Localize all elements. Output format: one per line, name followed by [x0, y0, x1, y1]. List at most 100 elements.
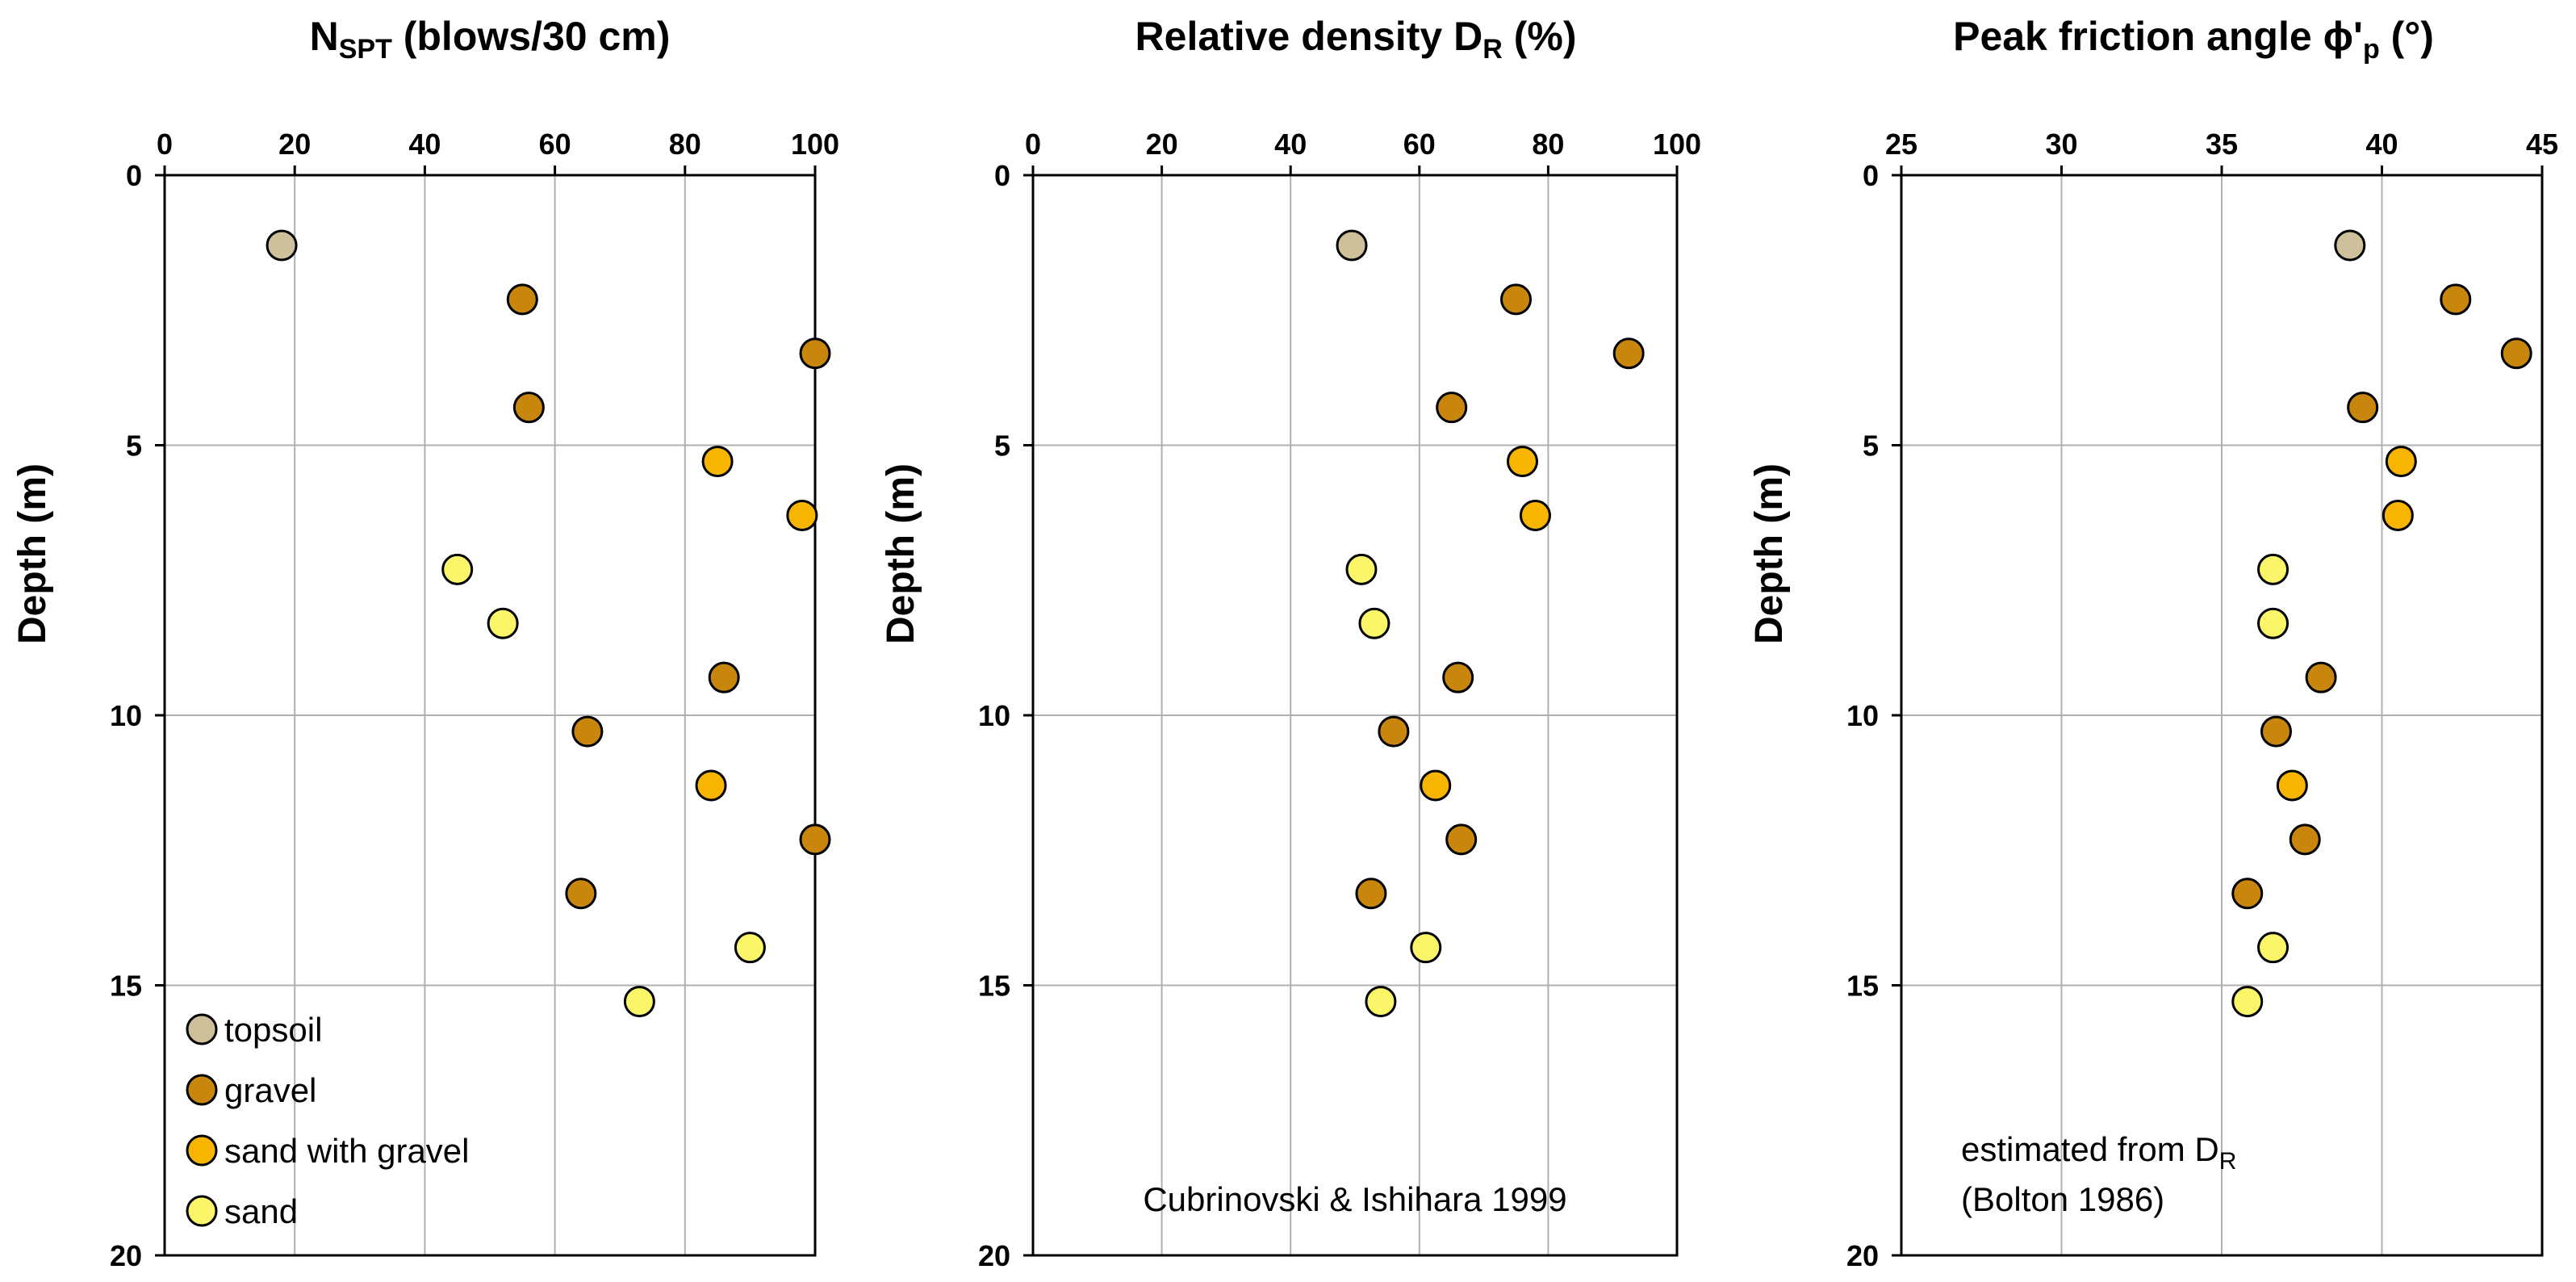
x-tick-label: 20 — [278, 128, 311, 161]
data-point-sand — [734, 932, 766, 964]
data-point-gravel — [2305, 661, 2337, 693]
y-tick-label: 20 — [978, 1239, 1010, 1272]
legend-marker-sand-with-gravel — [186, 1134, 218, 1167]
data-point-gravel — [2231, 878, 2264, 910]
data-point-gravel — [2347, 392, 2379, 424]
legend-label: sand — [224, 1192, 298, 1230]
legend-label: gravel — [224, 1071, 316, 1109]
data-point-sand — [2231, 986, 2264, 1018]
data-point-gravel — [2440, 283, 2472, 316]
y-tick-label: 0 — [126, 159, 142, 192]
chart-title-main: Relative density D — [1135, 14, 1483, 59]
data-point-gravel — [1500, 283, 1532, 316]
data-point-sand — [1358, 607, 1390, 639]
chart-title: Peak friction angle ϕ'p (°) — [1953, 14, 2434, 65]
data-point-gravel — [1378, 715, 1410, 748]
x-tick-label: 100 — [1653, 128, 1701, 161]
data-point-gravel — [506, 283, 538, 316]
data-point-sand-with-gravel — [2276, 769, 2308, 802]
chart-title-main: N — [310, 14, 339, 59]
y-tick-label: 0 — [994, 159, 1010, 192]
data-point-gravel — [2289, 823, 2321, 856]
y-tick-label: 5 — [994, 429, 1010, 463]
data-point-gravel — [2260, 715, 2292, 748]
data-point-sand — [2257, 607, 2290, 639]
source-annotation: Cubrinovski & Ishihara 1999 — [1143, 1180, 1566, 1218]
y-axis-label: Depth (m) — [1748, 463, 1791, 644]
data-point-gravel — [571, 715, 604, 748]
data-point-sand — [1365, 986, 1397, 1018]
x-tick-label: 0 — [157, 128, 173, 161]
method-annotation: estimated from DR — [1961, 1130, 2236, 1175]
data-point-sand — [2257, 932, 2290, 964]
data-point-sand-with-gravel — [2385, 446, 2417, 478]
data-point-sand-with-gravel — [786, 499, 818, 531]
data-point-topsoil — [2334, 229, 2366, 262]
y-tick-label: 15 — [978, 970, 1010, 1003]
y-tick-label: 5 — [126, 429, 142, 463]
relative-density-panel: 0 20 40 60 80 100 0 5 10 15 20 Depth (m) Relative de… — [880, 14, 1701, 1272]
data-point-gravel — [1445, 823, 1478, 856]
y-tick-label: 20 — [1846, 1239, 1879, 1272]
y-tick-label: 15 — [110, 970, 142, 1003]
chart-title-rest: (°) — [2380, 14, 2434, 59]
legend-marker-topsoil — [186, 1013, 218, 1045]
data-point-gravel — [799, 337, 831, 370]
chart-title-main: Peak friction angle ϕ' — [1953, 14, 2363, 59]
x-tick-label: 80 — [1532, 128, 1564, 161]
data-point-sand-with-gravel — [695, 769, 727, 802]
x-tick-label: 40 — [1274, 128, 1307, 161]
chart-title: NSPT (blows/30 cm) — [310, 14, 671, 65]
x-tick-label: 20 — [1146, 128, 1178, 161]
friction-angle-panel: 25 30 35 40 45 0 5 10 15 20 Depth (m) Peak friction… — [1748, 14, 2558, 1272]
x-tick-label: 40 — [408, 128, 441, 161]
y-axis-label: Depth (m) — [880, 463, 922, 644]
data-point-gravel — [1442, 661, 1474, 693]
method-annotation-subscript: R — [2219, 1148, 2237, 1175]
legend-label: sand with gravel — [224, 1132, 470, 1170]
chart-title-subscript: SPT — [339, 34, 392, 65]
x-tick-label: 60 — [539, 128, 571, 161]
data-point-topsoil — [1336, 229, 1368, 262]
data-point-sand — [1410, 932, 1442, 964]
data-point-sand — [1345, 553, 1378, 585]
data-point-sand — [441, 553, 474, 585]
x-tick-label: 40 — [2365, 128, 2398, 161]
x-tick-label: 100 — [791, 128, 839, 161]
y-tick-label: 10 — [1846, 699, 1879, 732]
data-point-sand — [623, 986, 655, 1018]
x-tick-label: 45 — [2526, 128, 2558, 161]
data-point-sand — [2257, 553, 2290, 585]
chart-title-rest: (%) — [1503, 14, 1577, 59]
data-point-sand — [487, 607, 519, 639]
nspt-panel: 0 20 40 60 80 100 0 5 10 15 20 Depth (m) NSPT (blows… — [11, 14, 839, 1272]
x-tick-label: 30 — [2045, 128, 2077, 161]
chart-title-subscript: p — [2363, 34, 2380, 65]
legend-marker-sand — [186, 1195, 218, 1227]
y-tick-label: 10 — [978, 699, 1010, 732]
chart-title-rest: (blows/30 cm) — [392, 14, 671, 59]
data-point-gravel — [1612, 337, 1645, 370]
data-point-gravel — [1355, 878, 1387, 910]
y-tick-label: 5 — [1863, 429, 1879, 463]
data-point-gravel — [708, 661, 740, 693]
x-tick-label: 0 — [1025, 128, 1041, 161]
data-point-sand-with-gravel — [1506, 446, 1538, 478]
data-point-sand-with-gravel — [1420, 769, 1452, 802]
data-point-gravel — [799, 823, 831, 856]
chart-title-subscript: R — [1482, 34, 1503, 65]
data-point-sand-with-gravel — [2382, 499, 2414, 531]
legend-label: topsoil — [224, 1011, 322, 1049]
data-point-gravel — [565, 878, 597, 910]
x-tick-label: 80 — [669, 128, 701, 161]
data-point-gravel — [1436, 392, 1468, 424]
chart-title: Relative density DR (%) — [1135, 14, 1577, 65]
method-annotation-main: estimated from D — [1961, 1130, 2219, 1168]
y-tick-label: 0 — [1863, 159, 1879, 192]
data-point-topsoil — [266, 229, 298, 262]
legend-marker-gravel — [186, 1074, 218, 1106]
y-axis-label: Depth (m) — [11, 463, 54, 644]
x-tick-label: 25 — [1885, 128, 1917, 161]
data-point-gravel — [512, 392, 545, 424]
